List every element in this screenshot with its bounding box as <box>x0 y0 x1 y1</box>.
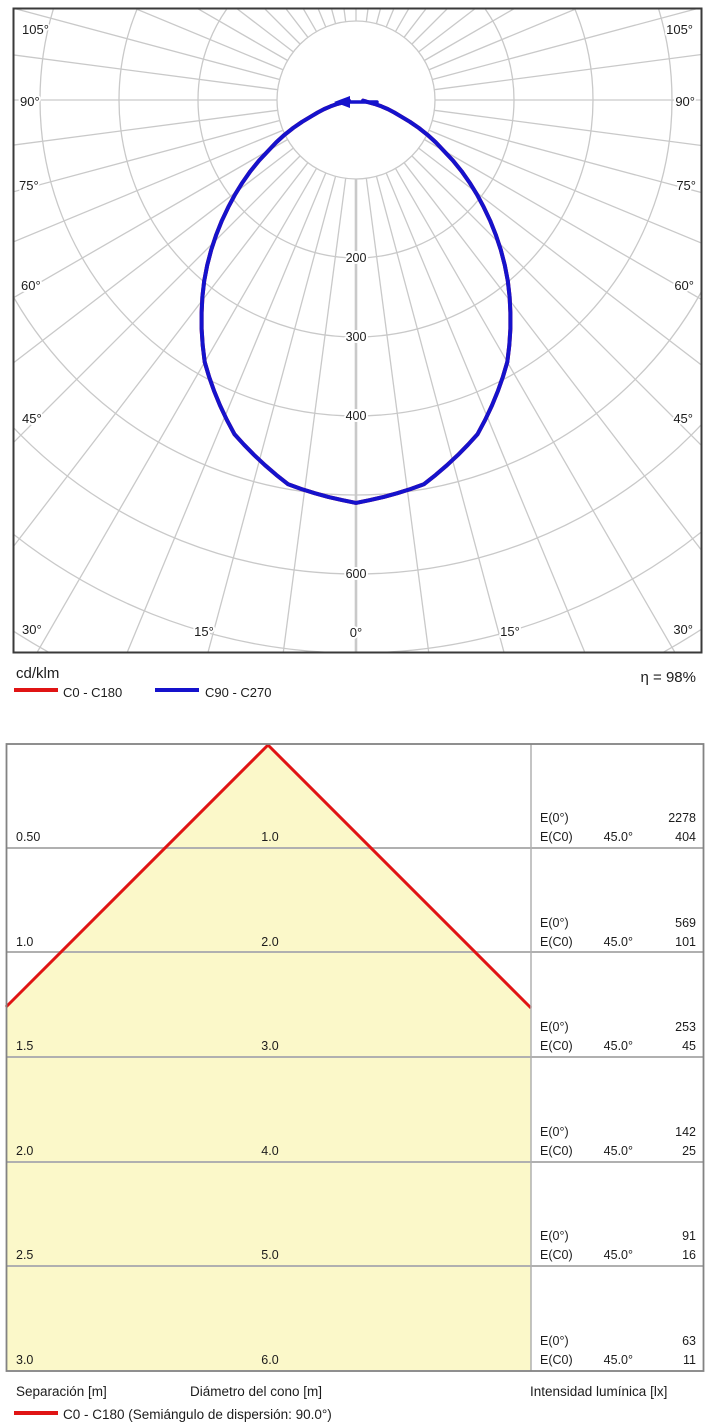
diameter-value: 4.0 <box>261 1144 278 1158</box>
ec0-value: 404 <box>675 830 696 844</box>
e0-label: E(0°) <box>540 1229 569 1243</box>
e0-value: 142 <box>675 1125 696 1139</box>
angle-label-left-75: 75° <box>19 178 39 193</box>
separation-value: 2.5 <box>16 1248 33 1262</box>
ec0-value: 101 <box>675 935 696 949</box>
ring-label-300: 300 <box>346 330 367 344</box>
ec0-label: E(C0) <box>540 1353 573 1367</box>
diameter-value: 3.0 <box>261 1039 278 1053</box>
separation-value: 0.50 <box>16 830 40 844</box>
ec0-label: E(C0) <box>540 1039 573 1053</box>
angle-label-left-30: 30° <box>22 622 42 637</box>
cone-legend-label: C0 - C180 (Semiángulo de dispersión: 90.… <box>63 1407 332 1422</box>
angle-label-right-105: 105° <box>666 22 693 37</box>
cone-legend-swatch <box>14 1411 58 1415</box>
ec0-label: E(C0) <box>540 935 573 949</box>
angle-label-left-60: 60° <box>21 278 41 293</box>
angle-label-left-105: 105° <box>22 22 49 37</box>
polar-grid <box>14 9 701 652</box>
footer-intensity-label: Intensidad lumínica [lx] <box>530 1384 667 1399</box>
ec0-angle: 45.0° <box>604 1144 633 1158</box>
angle-label-left-45: 45° <box>22 411 42 426</box>
beam-edge-line-right <box>266 743 533 1010</box>
beam-edge-line-left <box>4 743 270 1009</box>
angle-label-right-60: 60° <box>674 278 694 293</box>
intensity-curves <box>199 96 513 505</box>
separation-value: 3.0 <box>16 1353 33 1367</box>
ec0-label: E(C0) <box>540 1248 573 1262</box>
ec0-angle: 45.0° <box>604 935 633 949</box>
ec0-angle: 45.0° <box>604 830 633 844</box>
ring-label-400: 400 <box>346 409 367 423</box>
e0-value: 91 <box>682 1229 696 1243</box>
angle-label-bottom-15r: 15° <box>500 624 520 639</box>
angle-label-right-30: 30° <box>673 622 693 637</box>
angle-label-right-75: 75° <box>676 178 696 193</box>
e0-label: E(0°) <box>540 1125 569 1139</box>
ec0-label: E(C0) <box>540 830 573 844</box>
angle-tick-labels: 105° 90° 75° 60° 45° 30° 105° 90° 75° 60… <box>17 20 698 642</box>
footer-diameter-label: Diámetro del cono [m] <box>190 1384 322 1399</box>
angle-label-right-45: 45° <box>673 411 693 426</box>
e0-value: 253 <box>675 1020 696 1034</box>
legend-swatch-c90 <box>155 688 199 692</box>
diameter-value: 6.0 <box>261 1353 278 1367</box>
e0-label: E(0°) <box>540 811 569 825</box>
ec0-angle: 45.0° <box>604 1353 633 1367</box>
ec0-value: 11 <box>683 1353 696 1367</box>
polar-intensity-diagram: 200 300 400 600 105° 90° 75° 60° 45° 30°… <box>12 7 703 654</box>
ring-label-200: 200 <box>346 251 367 265</box>
ec0-value: 45 <box>682 1039 696 1053</box>
cone-diagram: 0.50 1.0 E(0°) 2278 E(C0) 45.0° 404 1.0 … <box>4 743 705 1372</box>
e0-label: E(0°) <box>540 916 569 930</box>
polar-legend: cd/klm η = 98% C0 - C180 C90 - C270 <box>14 665 696 700</box>
ec0-angle: 45.0° <box>604 1039 633 1053</box>
separation-value: 1.0 <box>16 935 33 949</box>
separation-value: 2.0 <box>16 1144 33 1158</box>
angle-label-bottom-15l: 15° <box>194 624 214 639</box>
e0-label: E(0°) <box>540 1334 569 1348</box>
polar-chart-border <box>12 7 703 654</box>
legend-label-c0: C0 - C180 <box>63 685 122 700</box>
angle-label-bottom-0: 0° <box>350 625 362 640</box>
legend-label-c90: C90 - C270 <box>205 685 271 700</box>
ec0-angle: 45.0° <box>604 1248 633 1262</box>
angle-label-right-90: 90° <box>675 94 695 109</box>
ec0-label: E(C0) <box>540 1144 573 1158</box>
angle-label-left-90: 90° <box>20 94 40 109</box>
diameter-value: 1.0 <box>261 830 278 844</box>
ring-label-600: 600 <box>346 567 367 581</box>
footer-separation-label: Separación [m] <box>16 1384 107 1399</box>
e0-value: 2278 <box>668 811 696 825</box>
e0-value: 63 <box>682 1334 696 1348</box>
efficiency-value: η = 98% <box>641 669 696 686</box>
separation-value: 1.5 <box>16 1039 33 1053</box>
ec0-value: 25 <box>682 1144 696 1158</box>
e0-value: 569 <box>675 916 696 930</box>
ec0-value: 16 <box>682 1248 696 1262</box>
diameter-value: 2.0 <box>261 935 278 949</box>
legend-swatch-c0 <box>14 688 58 692</box>
cone-table-border <box>5 743 705 1372</box>
e0-label: E(0°) <box>540 1020 569 1034</box>
unit-label: cd/klm <box>16 665 59 682</box>
diameter-value: 5.0 <box>261 1248 278 1262</box>
ring-value-labels: 200 300 400 600 <box>344 249 369 583</box>
cone-footer: Separación [m] Diámetro del cono [m] Int… <box>14 1384 667 1422</box>
